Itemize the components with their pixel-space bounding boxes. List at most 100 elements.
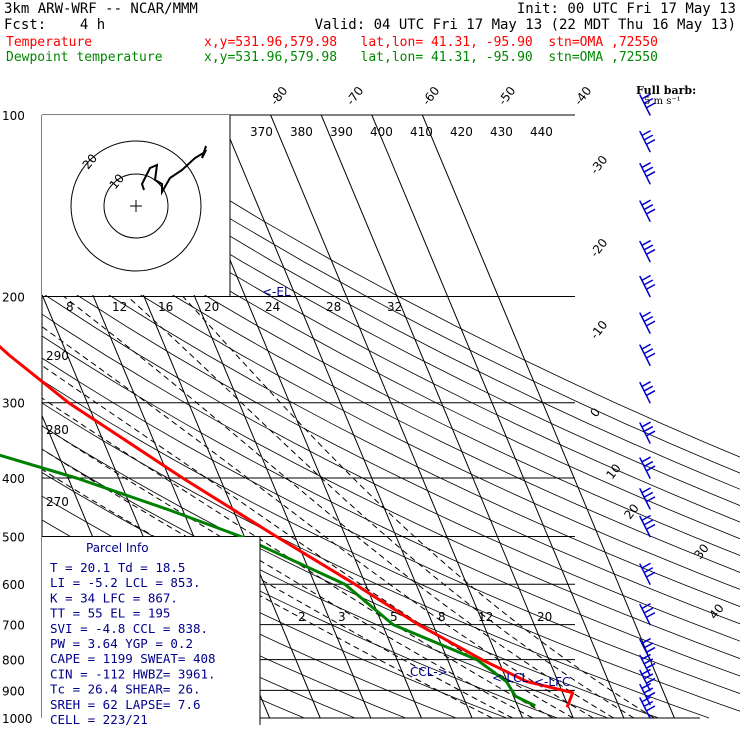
parcel-info-line-10: CELL = 223/21 bbox=[50, 712, 148, 727]
wind-barb-flag bbox=[641, 381, 651, 388]
wind-barb-800 bbox=[639, 638, 651, 661]
wind-barb-flag bbox=[645, 320, 656, 327]
theta-label-440: 440 bbox=[530, 125, 553, 139]
speed-label-16: 16 bbox=[158, 300, 173, 314]
isotherm-30 bbox=[371, 115, 625, 719]
pressure-label-500: 500 bbox=[2, 530, 25, 544]
wind-barb-flag bbox=[643, 244, 654, 251]
pressure-label-400: 400 bbox=[2, 472, 25, 486]
isotherm-0 bbox=[219, 115, 473, 719]
dry-adiabat-410 bbox=[42, 209, 740, 573]
parcel-info-line-9: SREH = 62 LAPSE= 7.6 bbox=[50, 697, 201, 712]
temp-axis-label--60: -60 bbox=[419, 84, 442, 108]
wind-barb-flag bbox=[641, 93, 651, 100]
theta-label-380: 380 bbox=[290, 125, 313, 139]
wind-barb-flag bbox=[645, 283, 656, 291]
dry-adiabats bbox=[42, 115, 740, 719]
wind-barb-300 bbox=[639, 381, 651, 404]
wind-barb-flag bbox=[643, 700, 654, 708]
theta-label-390: 390 bbox=[330, 125, 353, 139]
parcel-info-line-0: T = 20.1 Td = 18.5 bbox=[50, 560, 185, 575]
wind-barb-flag bbox=[643, 279, 654, 286]
wind-barb-flag bbox=[645, 691, 656, 699]
temperature-station-info: x,y=531.96,579.98 lat,lon= 41.31, -95.90… bbox=[204, 35, 658, 50]
lfc-label: <-LFC bbox=[534, 675, 570, 689]
wind-barb-flag bbox=[645, 138, 656, 146]
isotherm-40 bbox=[421, 115, 675, 719]
wind-barb-flag bbox=[645, 646, 656, 654]
dewpoint-profile bbox=[0, 453, 536, 708]
init-time: Init: 00 UTC Fri 17 May 13 bbox=[516, 1, 736, 17]
theta-left-label-280: 280 bbox=[46, 423, 69, 437]
wind-barb-flag bbox=[641, 668, 651, 676]
wind-barb-flag bbox=[645, 496, 656, 503]
parcel-info-line-5: PW = 3.64 YGP = 0.2 bbox=[50, 636, 193, 651]
parcel-info-line-7: CIN = -112 HWBZ= 3961. bbox=[50, 666, 216, 681]
level-labels: <-EL CCL-> <-LCL <-LFC bbox=[262, 285, 570, 689]
theta-left-label-290: 290 bbox=[46, 349, 69, 363]
wind-legend-title: Full barb: bbox=[636, 84, 696, 97]
dewpoint-line bbox=[0, 453, 536, 708]
parcel-info-line-6: CAPE = 1199 SWEAT= 408 bbox=[50, 651, 216, 666]
parcel-info-line-1: LI = -5.2 LCL = 853. bbox=[50, 575, 201, 590]
wind-barb-flag bbox=[643, 315, 654, 323]
wind-barb-flag bbox=[645, 248, 656, 256]
pressure-label-300: 300 bbox=[2, 397, 25, 411]
wind-barb-flag bbox=[643, 166, 654, 173]
wind-barb-flag bbox=[641, 274, 651, 282]
speed-label-32: 32 bbox=[387, 300, 402, 314]
model-title: 3km ARW-WRF -- NCAR/MMM bbox=[4, 1, 198, 17]
dry-adiabat-400 bbox=[42, 229, 740, 590]
wind-barb-flag bbox=[643, 567, 654, 574]
wind-barb-flag bbox=[645, 102, 656, 109]
valid-time: Valid: 04 UTC Fri 17 May 13 (22 MDT Thu … bbox=[314, 17, 736, 33]
moist-adiabat-12 bbox=[42, 424, 533, 719]
dry-adiabat-420 bbox=[42, 189, 740, 556]
pressure-label-600: 600 bbox=[2, 578, 25, 592]
wind-barb-flag bbox=[643, 204, 654, 211]
dry-adiabat-450 bbox=[42, 132, 740, 507]
wind-barb-flag bbox=[643, 607, 654, 614]
wind-barb-flag bbox=[641, 239, 651, 247]
wind-barb-flag bbox=[643, 385, 654, 392]
dewpoint-legend: Dewpoint temperature bbox=[6, 50, 163, 65]
dry-adiabat-340 bbox=[42, 357, 740, 694]
wind-barb-flag bbox=[645, 352, 656, 359]
speed-label-12: 12 bbox=[112, 300, 127, 314]
theta-label-410: 410 bbox=[410, 125, 433, 139]
temp-axis-label-10: 10 bbox=[603, 461, 623, 482]
mixing-ratio-label-2: 2 bbox=[298, 610, 306, 624]
wind-barb-flag bbox=[643, 425, 654, 433]
wind-barb-flag bbox=[645, 523, 656, 531]
parcel-info-title: Parcel Info bbox=[86, 541, 149, 555]
dry-adiabat-380 bbox=[42, 271, 740, 625]
parcel-info-box: Parcel Info T = 20.1 Td = 18.5LI = -5.2 … bbox=[42, 537, 261, 727]
isotherm-20 bbox=[320, 115, 574, 719]
wind-barb-flag bbox=[641, 129, 651, 137]
wind-barb-200 bbox=[639, 275, 651, 298]
lcl-label: <-LCL bbox=[492, 671, 528, 685]
wind-barb-flag bbox=[643, 460, 654, 468]
theta-label-370: 370 bbox=[250, 125, 273, 139]
theta-label-420: 420 bbox=[450, 125, 473, 139]
dry-adiabat-390 bbox=[42, 250, 740, 607]
speed-label-20: 20 bbox=[204, 300, 219, 314]
temp-axis-label--20: -20 bbox=[587, 236, 610, 260]
theta-label-400: 400 bbox=[370, 125, 393, 139]
dry-adiabat-470 bbox=[68, 115, 740, 474]
dry-adiabat-320 bbox=[42, 402, 710, 719]
pressure-label-100: 100 bbox=[2, 109, 25, 123]
pressure-label-1000: 1000 bbox=[2, 712, 33, 726]
mixing-ratio-label-12: 12 bbox=[478, 610, 493, 624]
wind-barb-flag bbox=[641, 421, 651, 428]
wind-barb-flag bbox=[641, 514, 651, 522]
temp-axis-label--40: -40 bbox=[571, 84, 594, 108]
wind-barb-flag bbox=[645, 208, 656, 215]
wind-barb-flag bbox=[643, 519, 654, 526]
wind-barb-flag bbox=[645, 171, 656, 178]
wind-barb-600 bbox=[639, 563, 651, 585]
wind-barb-flag bbox=[643, 134, 654, 141]
speed-label-28: 28 bbox=[326, 300, 341, 314]
